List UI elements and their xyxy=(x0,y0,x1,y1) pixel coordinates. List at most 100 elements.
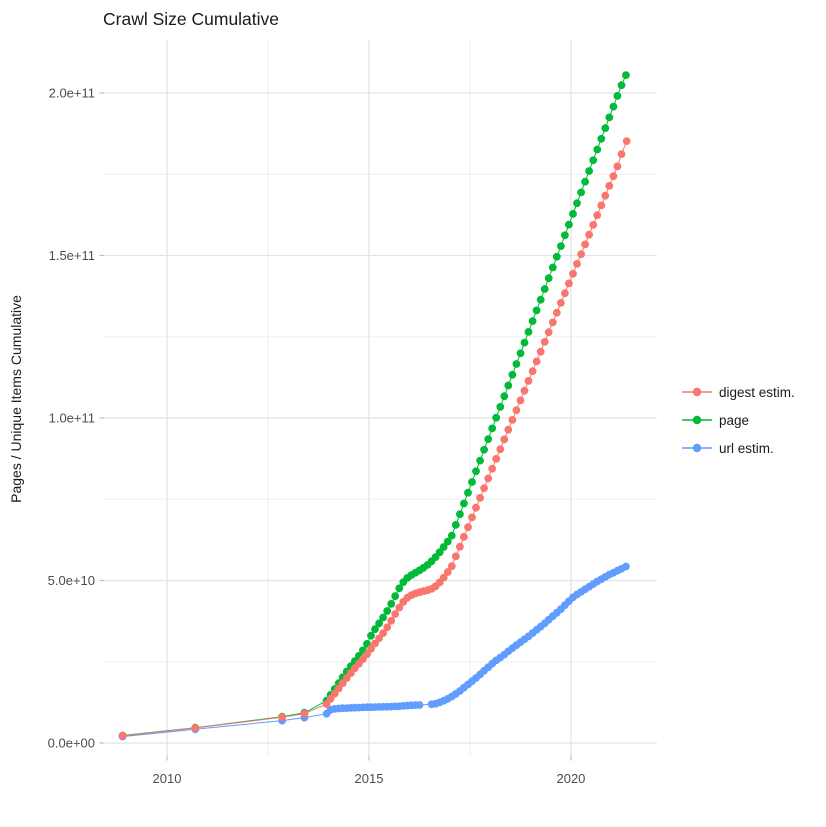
data-point-digest-estim xyxy=(191,724,200,732)
data-point-digest-estim xyxy=(536,347,545,356)
data-point-page xyxy=(443,537,452,546)
data-point-page xyxy=(460,499,468,508)
legend-label-url-estim: url estim. xyxy=(719,441,774,456)
data-point-page xyxy=(500,392,509,401)
data-point-page xyxy=(464,488,472,497)
data-point-page xyxy=(622,71,630,79)
data-point-page xyxy=(601,124,610,132)
data-point-digest-estim xyxy=(468,513,476,522)
data-point-page xyxy=(520,338,529,347)
data-point-page xyxy=(375,619,383,628)
data-point-digest-estim xyxy=(363,650,371,659)
data-point-digest-estim xyxy=(395,603,404,612)
data-point-digest-estim xyxy=(496,445,505,454)
data-point-page xyxy=(379,613,387,622)
data-point-digest-estim xyxy=(520,386,529,395)
data-point-digest-estim xyxy=(383,623,392,632)
data-point-page xyxy=(532,306,541,315)
data-point-digest-estim xyxy=(532,357,541,366)
data-point-digest-estim xyxy=(456,542,464,551)
data-point-digest-estim xyxy=(557,299,565,307)
data-point-page xyxy=(569,210,577,218)
chart-title: Crawl Size Cumulative xyxy=(103,9,279,29)
data-point-page xyxy=(456,510,464,519)
data-point-page xyxy=(565,220,573,229)
legend: digest estim. page url estim. xyxy=(682,385,795,456)
data-point-digest-estim xyxy=(460,533,468,541)
data-point-digest-estim xyxy=(585,230,593,239)
data-point-page xyxy=(613,92,622,100)
data-point-page xyxy=(557,242,565,251)
data-point-digest-estim xyxy=(464,523,472,532)
data-point-page xyxy=(512,360,521,368)
data-point-digest-estim xyxy=(524,377,533,385)
y-tick-label: 1.0e+11 xyxy=(49,410,95,425)
series-url-estim xyxy=(118,562,630,741)
data-point-digest-estim xyxy=(617,150,626,159)
data-point-page xyxy=(468,478,476,486)
legend-label-page: page xyxy=(719,413,749,428)
data-point-page xyxy=(544,274,553,283)
data-point-page xyxy=(617,81,626,90)
data-point-page xyxy=(589,156,598,165)
data-point-digest-estim xyxy=(548,318,557,327)
data-point-digest-estim xyxy=(597,201,606,210)
data-point-digest-estim xyxy=(391,610,400,618)
legend-entry-page: page xyxy=(682,413,749,428)
data-point-page xyxy=(524,328,533,336)
gridlines-major xyxy=(104,40,657,756)
data-point-page xyxy=(395,584,404,593)
legend-label-digest-estim: digest estim. xyxy=(719,385,795,400)
data-point-digest-estim xyxy=(500,435,509,444)
legend-key-point-url-estim xyxy=(692,443,702,453)
data-series xyxy=(118,71,631,741)
series-page xyxy=(118,71,630,740)
legend-key-point-digest-estim xyxy=(692,387,702,397)
data-point-digest-estim xyxy=(544,328,553,337)
data-point-page xyxy=(605,113,614,122)
data-point-page xyxy=(439,543,448,551)
data-point-page xyxy=(540,285,549,293)
data-point-digest-estim xyxy=(622,137,631,146)
series-line-url-estim xyxy=(122,566,627,737)
y-tick-label: 0.0e+00 xyxy=(48,735,95,750)
data-point-digest-estim xyxy=(605,182,614,190)
data-point-page xyxy=(536,295,545,304)
data-point-digest-estim xyxy=(589,221,598,229)
data-point-digest-estim xyxy=(472,503,480,512)
data-point-page xyxy=(581,177,589,186)
y-tick-label: 1.5e+11 xyxy=(49,248,95,263)
data-point-page xyxy=(552,252,561,261)
axis-tick-marks xyxy=(99,92,572,761)
data-point-page xyxy=(484,435,493,443)
data-point-page xyxy=(597,134,606,143)
data-point-digest-estim xyxy=(379,629,387,637)
data-point-digest-estim xyxy=(492,455,501,463)
data-point-page xyxy=(496,403,505,411)
x-tick-label: 2015 xyxy=(355,771,384,786)
data-point-page xyxy=(447,531,456,540)
data-point-digest-estim xyxy=(609,172,618,181)
data-point-digest-estim xyxy=(439,573,448,582)
legend-entry-url-estim: url estim. xyxy=(682,441,774,456)
y-axis-tick-labels: 0.0e+00 5.0e+10 1.0e+11 1.5e+11 2.0e+11 xyxy=(48,85,95,750)
data-point-digest-estim xyxy=(387,616,396,625)
data-point-digest-estim xyxy=(451,552,460,561)
data-point-digest-estim xyxy=(512,406,521,415)
data-point-page xyxy=(383,607,392,615)
data-point-page xyxy=(391,592,400,600)
y-axis-title: Pages / Unique Items Cumulative xyxy=(8,295,24,503)
data-point-digest-estim xyxy=(508,416,517,424)
data-point-page xyxy=(577,188,585,197)
data-point-page xyxy=(609,102,618,111)
data-point-page xyxy=(371,625,379,634)
legend-entry-digest-estim: digest estim. xyxy=(682,385,795,400)
data-point-digest-estim xyxy=(561,289,569,298)
data-point-digest-estim xyxy=(447,562,456,571)
data-point-digest-estim xyxy=(488,464,497,473)
data-point-digest-estim xyxy=(443,568,452,576)
data-point-digest-estim xyxy=(573,260,581,268)
data-point-digest-estim xyxy=(540,338,549,346)
